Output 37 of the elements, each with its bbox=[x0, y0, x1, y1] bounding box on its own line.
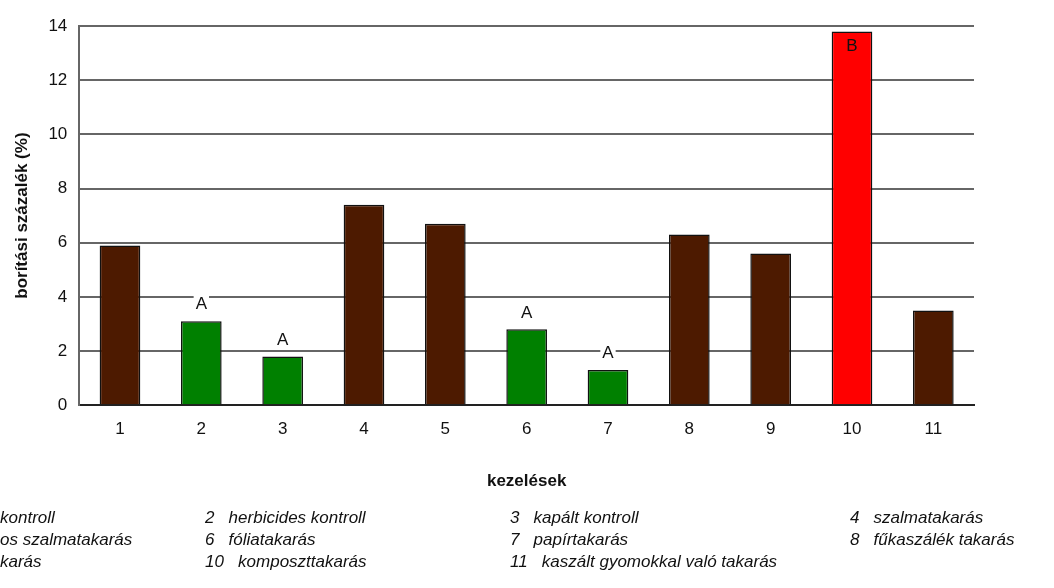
x-tick-label: 5 bbox=[440, 419, 451, 439]
y-tick-label: 0 bbox=[57, 394, 68, 414]
text: 4 szalmatakarás bbox=[850, 508, 985, 528]
text: 6 fóliatakarás bbox=[205, 530, 317, 550]
y-tick-label: 8 bbox=[57, 178, 68, 198]
x-tick-label: 3 bbox=[277, 419, 288, 439]
text: 2 herbicides kontroll bbox=[205, 508, 367, 528]
data-label: A bbox=[602, 343, 615, 363]
x-tick-label: 4 bbox=[359, 419, 369, 439]
data-label: A bbox=[195, 294, 208, 314]
text: karás bbox=[0, 552, 43, 572]
text: 3 kapált kontroll bbox=[510, 508, 640, 528]
x-tick-label: 1 bbox=[115, 419, 125, 439]
x-tick-label: 7 bbox=[603, 419, 613, 439]
x-tick-label: 10 bbox=[842, 419, 862, 439]
x-tick-label: 2 bbox=[196, 419, 207, 439]
data-label: A bbox=[520, 302, 533, 322]
y-tick-label: 14 bbox=[48, 15, 68, 35]
y-tick-label: 4 bbox=[57, 286, 68, 306]
text: 11 kaszált gyomokkal való takarás bbox=[510, 552, 779, 572]
x-tick-label: 11 bbox=[924, 419, 943, 439]
x-tick-label: 8 bbox=[684, 419, 695, 439]
text: kontroll bbox=[0, 508, 56, 528]
x-tick-label: 9 bbox=[765, 419, 776, 439]
text: 7 papírtakarás bbox=[510, 530, 630, 550]
y-axis-title: borítási százalék (%) bbox=[11, 132, 31, 299]
y-tick-label: 12 bbox=[48, 69, 68, 89]
data-label: A bbox=[276, 329, 289, 349]
y-tick-label: 2 bbox=[57, 340, 68, 360]
text: 10 komposzttakarás bbox=[205, 552, 368, 572]
text: os szalmatakarás bbox=[0, 530, 134, 550]
y-tick-label: 10 bbox=[48, 124, 68, 144]
y-tick-label: 6 bbox=[57, 232, 68, 252]
x-axis-title: kezelések bbox=[486, 471, 567, 491]
text: 8 fűkaszálék takarás bbox=[850, 530, 1016, 550]
x-tick-label: 6 bbox=[521, 419, 532, 439]
data-label: B bbox=[846, 35, 858, 55]
